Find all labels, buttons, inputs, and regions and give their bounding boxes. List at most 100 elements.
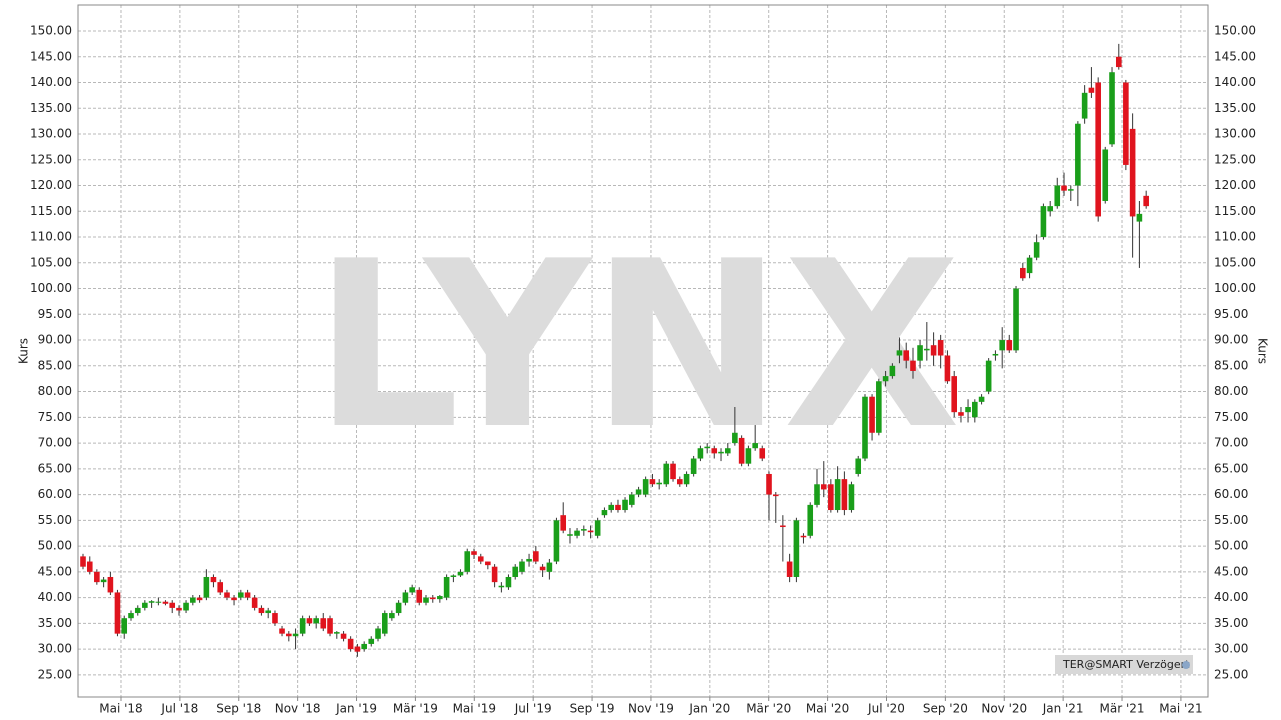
candle-body <box>848 484 855 511</box>
x-tick-label: Nov '20 <box>981 702 1027 716</box>
x-tick-label: Mär '21 <box>1100 702 1145 716</box>
candle-body <box>1095 82 1101 217</box>
y-tick-label-right: 90.00 <box>1214 333 1248 347</box>
candle-body <box>574 530 580 536</box>
y-tick-label-right: 25.00 <box>1214 667 1248 681</box>
candle-body <box>306 618 313 624</box>
candle-body <box>677 479 683 485</box>
y-tick-label-right: 85.00 <box>1214 358 1248 372</box>
candle-body <box>155 601 162 603</box>
y-tick-label: 110.00 <box>30 230 72 244</box>
candle-body <box>855 458 862 474</box>
y-tick-label: 150.00 <box>30 24 72 38</box>
candle-body <box>1020 267 1026 279</box>
candle-body <box>231 597 237 601</box>
badge-icon <box>1182 661 1190 669</box>
candle-body <box>272 613 278 624</box>
candle-body <box>142 602 148 608</box>
candle-body <box>1129 128 1136 217</box>
candle-body <box>80 556 86 567</box>
candle-body <box>629 494 635 505</box>
candle-body <box>876 381 882 433</box>
y-tick-label: 130.00 <box>30 127 72 141</box>
candle-body <box>834 479 841 511</box>
y-tick-label: 105.00 <box>30 255 72 269</box>
candle-body <box>793 520 800 577</box>
badge: TER@SMART Verzögert <box>1062 658 1190 671</box>
candle-body <box>134 607 141 614</box>
y-tick-label: 35.00 <box>38 616 72 630</box>
x-tick-label: Jul '18 <box>160 702 198 716</box>
y-tick-label-right: 120.00 <box>1214 178 1256 192</box>
candle-body <box>169 602 176 608</box>
candle-body <box>437 596 443 600</box>
y-tick-label-right: 60.00 <box>1214 487 1248 501</box>
candle-body <box>340 633 347 639</box>
candle-body <box>992 353 999 356</box>
candle-body <box>732 432 738 444</box>
candle-body <box>978 396 985 402</box>
y-tick-label: 125.00 <box>30 152 72 166</box>
candle-body <box>937 340 944 356</box>
candle-body <box>258 607 265 614</box>
candle-body <box>656 482 662 485</box>
x-tick-label: Sep '18 <box>216 702 261 716</box>
x-tick-label: Mai '20 <box>806 702 849 716</box>
y-tick-label-right: 125.00 <box>1214 152 1256 166</box>
candle-body <box>162 601 169 604</box>
y-tick-label-right: 35.00 <box>1214 616 1248 630</box>
candle-body <box>965 407 971 413</box>
y-tick-label: 80.00 <box>38 384 72 398</box>
candle-body <box>828 484 834 511</box>
candle-body <box>820 484 827 490</box>
candle-body <box>292 633 299 637</box>
candle-body <box>711 448 718 454</box>
candle-body <box>772 494 779 497</box>
y-tick-label-right: 75.00 <box>1214 410 1248 424</box>
candle-body <box>690 458 697 474</box>
candle-body <box>457 571 464 576</box>
candle-body <box>320 618 327 629</box>
x-tick-label: Sep '19 <box>570 702 615 716</box>
candle-body <box>869 396 875 433</box>
candle-body <box>807 504 814 536</box>
candle-body <box>718 451 724 454</box>
x-tick-label: Mai '18 <box>99 702 142 716</box>
candle-body <box>443 576 450 598</box>
candle-body <box>1115 56 1122 68</box>
candle-body <box>1067 189 1074 191</box>
candle-body <box>697 448 704 459</box>
y-tick-label-right: 95.00 <box>1214 307 1248 321</box>
candle-body <box>889 365 896 377</box>
candle-body <box>601 510 608 516</box>
candle-body <box>375 628 381 639</box>
y-tick-label: 75.00 <box>38 410 72 424</box>
badge-box <box>1055 655 1193 674</box>
candle-body <box>381 613 388 634</box>
candle-body <box>594 520 601 536</box>
candle-body <box>752 443 758 449</box>
candle-body <box>546 562 553 572</box>
candle-body <box>1006 340 1013 351</box>
y-tick-label: 55.00 <box>38 513 72 527</box>
candle-body <box>210 576 217 583</box>
grid-layer <box>78 5 1208 697</box>
candle-body <box>347 638 354 650</box>
candle-body <box>1061 185 1067 191</box>
candle-body <box>814 484 820 505</box>
candle-body <box>917 345 923 361</box>
x-tick-label: Mai '19 <box>453 702 496 716</box>
candle-body <box>477 556 484 562</box>
candle-body <box>862 396 868 459</box>
y-tick-label: 120.00 <box>30 178 72 192</box>
candle-body <box>333 632 340 634</box>
y-tick-label-right: 130.00 <box>1214 127 1256 141</box>
candle-body <box>107 576 114 593</box>
y-tick-label: 145.00 <box>30 49 72 63</box>
y-tick-label-right: 55.00 <box>1214 513 1248 527</box>
y-tick-label-right: 80.00 <box>1214 384 1248 398</box>
x-tick-label: Nov '18 <box>275 702 321 716</box>
candle-body <box>512 566 519 577</box>
candle-body <box>114 592 121 634</box>
